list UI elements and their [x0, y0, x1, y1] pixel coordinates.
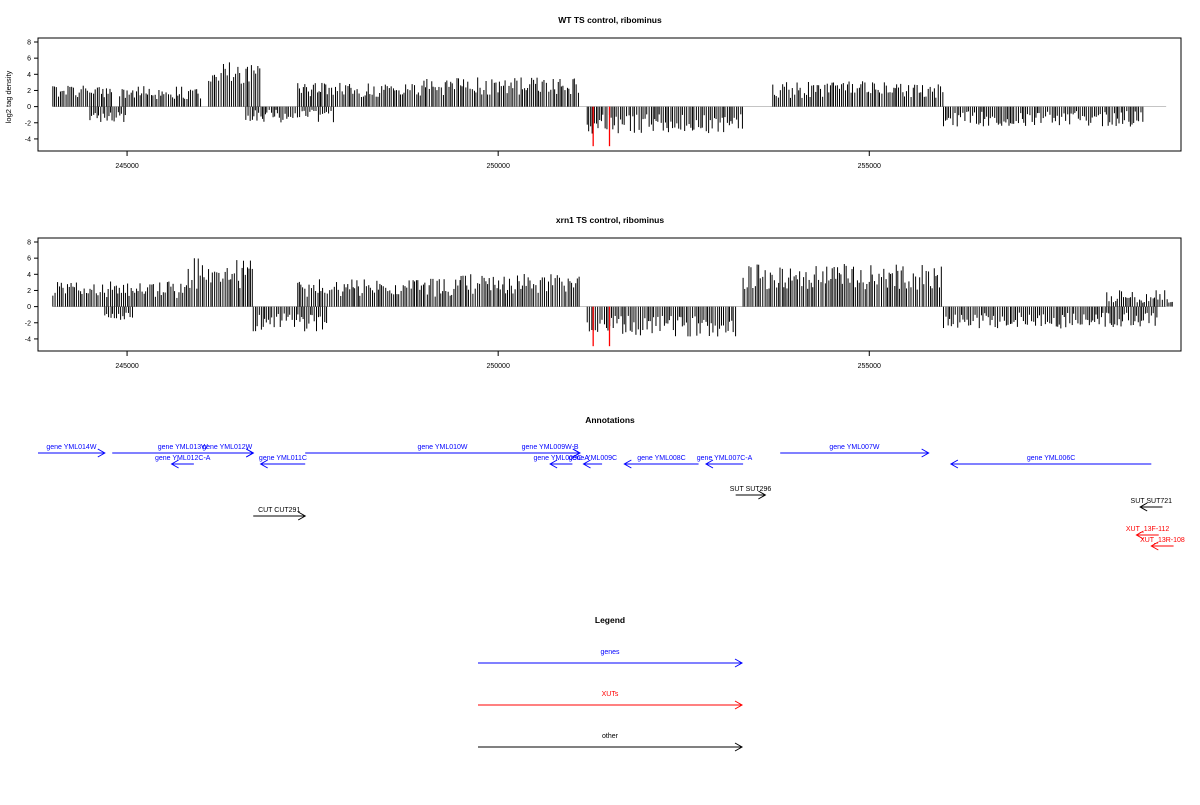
arrowhead-right [245, 448, 255, 458]
arrowhead-left [1139, 502, 1148, 512]
wt-bars [52, 62, 1167, 147]
arrowhead-right [572, 448, 581, 458]
feature: CUT CUT291 [253, 507, 307, 521]
feature: gene YML011C [259, 455, 307, 469]
legend-arrowhead [734, 700, 744, 710]
feature: gene YML012C-A [155, 455, 211, 469]
feature-label: CUT CUT291 [258, 507, 300, 514]
y-tick-label: 0 [27, 304, 31, 311]
legend-panel: Legend genes XUTs other [478, 615, 744, 752]
legend-arrowhead [734, 742, 744, 752]
feature-label: gene YML012W [202, 444, 252, 451]
feature: gene YML009W-B [520, 444, 581, 458]
y-tick-label: 6 [27, 56, 31, 63]
feature-label: gene YML008C [637, 455, 686, 462]
legend-label: genes [600, 649, 620, 656]
feature: gene YML006C [949, 455, 1152, 469]
wt-y-axis-label: log2 tag density [4, 70, 13, 123]
x-tick-label: 245000 [115, 163, 138, 170]
x-tick-label: 250000 [486, 363, 509, 370]
feature: SUT SUT296 [730, 486, 772, 500]
legend-arrowhead [734, 658, 744, 668]
annotations-panel: Annotations gene YML014W gene YML013Wgene… [38, 415, 1185, 551]
feature-label: gene YML014W [46, 444, 96, 451]
feature-label: gene YML006C [1027, 455, 1076, 462]
feature: SUT SUT721 [1131, 498, 1173, 512]
feature-label: SUT SUT721 [1131, 498, 1173, 505]
y-tick-label: 2 [27, 88, 31, 95]
x-tick-label: 255000 [858, 163, 881, 170]
arrowhead-right [97, 448, 106, 458]
feature-label: gene YML013W [158, 444, 208, 451]
feature-label: gene YML007C-A [697, 455, 753, 462]
arrowhead-right [921, 448, 930, 458]
x-tick-label: 245000 [115, 363, 138, 370]
wt-y-axis: -4 -2 0 2 4 6 8 [25, 40, 39, 143]
y-tick-label: 2 [27, 288, 31, 295]
feature: gene YML014W [38, 444, 106, 458]
arrowhead-right [297, 511, 307, 521]
y-tick-label: 4 [27, 72, 31, 79]
arrowhead-left [1150, 541, 1159, 551]
legend-items: genes XUTs other [478, 649, 744, 752]
y-tick-label: 8 [27, 240, 31, 247]
feature: XUT_13F-112 [1126, 526, 1170, 540]
feature-label: SUT SUT296 [730, 486, 772, 493]
feature: gene YML009C [569, 455, 618, 469]
feature: gene YML009C-A [533, 455, 589, 469]
y-tick-label: 8 [27, 40, 31, 47]
y-tick-label: 0 [27, 104, 31, 111]
xrn1-track-title: xrn1 TS control, ribominus [556, 215, 664, 225]
arrowhead-left [1135, 530, 1144, 540]
arrowhead-left [949, 459, 959, 469]
annotation-features: gene YML014W gene YML013W gene YML012C-A ge… [38, 444, 1185, 551]
x-tick-label: 250000 [486, 163, 509, 170]
y-tick-label: -4 [25, 336, 31, 343]
xrn1-track-panel: xrn1 TS control, ribominus -4 -2 0 2 4 6 8 245… [25, 215, 1182, 370]
legend-title: Legend [595, 615, 625, 625]
y-tick-label: -4 [25, 136, 31, 143]
xrn1-bars [52, 258, 1173, 347]
feature-label: gene YML009W-B [522, 444, 579, 451]
y-tick-label: -2 [25, 120, 31, 127]
feature-label: gene YML007W [829, 444, 879, 451]
feature: gene YML012W [201, 444, 255, 458]
feature-label: gene YML009C [569, 455, 618, 462]
arrowhead-left [704, 459, 714, 469]
legend-label: other [602, 733, 619, 740]
legend-item: genes [478, 649, 744, 668]
feature-label: gene YML011C [259, 455, 307, 462]
arrowhead-left [549, 459, 558, 469]
arrowhead-left [623, 459, 632, 469]
wt-x-axis: 245000 250000 255000 [115, 151, 881, 170]
feature: gene YML007W [780, 444, 930, 458]
legend-item: other [478, 733, 744, 752]
legend-item: XUTs [478, 691, 744, 710]
xrn1-y-axis: -4 -2 0 2 4 6 8 [25, 240, 39, 343]
feature: gene YML008C [623, 455, 699, 469]
arrowhead-left [582, 459, 591, 469]
arrowhead-left [170, 459, 179, 469]
xrn1-x-axis: 245000 250000 255000 [115, 351, 881, 370]
feature: XUT_13R-108 [1140, 537, 1185, 551]
y-tick-label: -2 [25, 320, 31, 327]
wt-track-panel: WT TS control, ribominus log2 tag densit… [4, 15, 1182, 170]
feature: gene YML007C-A [697, 455, 753, 469]
x-tick-label: 255000 [858, 363, 881, 370]
feature-label: XUT_13F-112 [1126, 526, 1170, 533]
arrowhead-left [259, 459, 268, 469]
feature-label: XUT_13R-108 [1140, 537, 1185, 544]
y-tick-label: 4 [27, 272, 31, 279]
arrowhead-right [758, 490, 767, 500]
feature-label: gene YML012C-A [155, 455, 211, 462]
feature-label: gene YML009C-A [533, 455, 589, 462]
annotations-title: Annotations [585, 415, 635, 425]
wt-track-title: WT TS control, ribominus [558, 15, 662, 25]
feature-label: gene YML010W [417, 444, 467, 451]
legend-label: XUTs [602, 691, 619, 698]
y-tick-label: 6 [27, 256, 31, 263]
